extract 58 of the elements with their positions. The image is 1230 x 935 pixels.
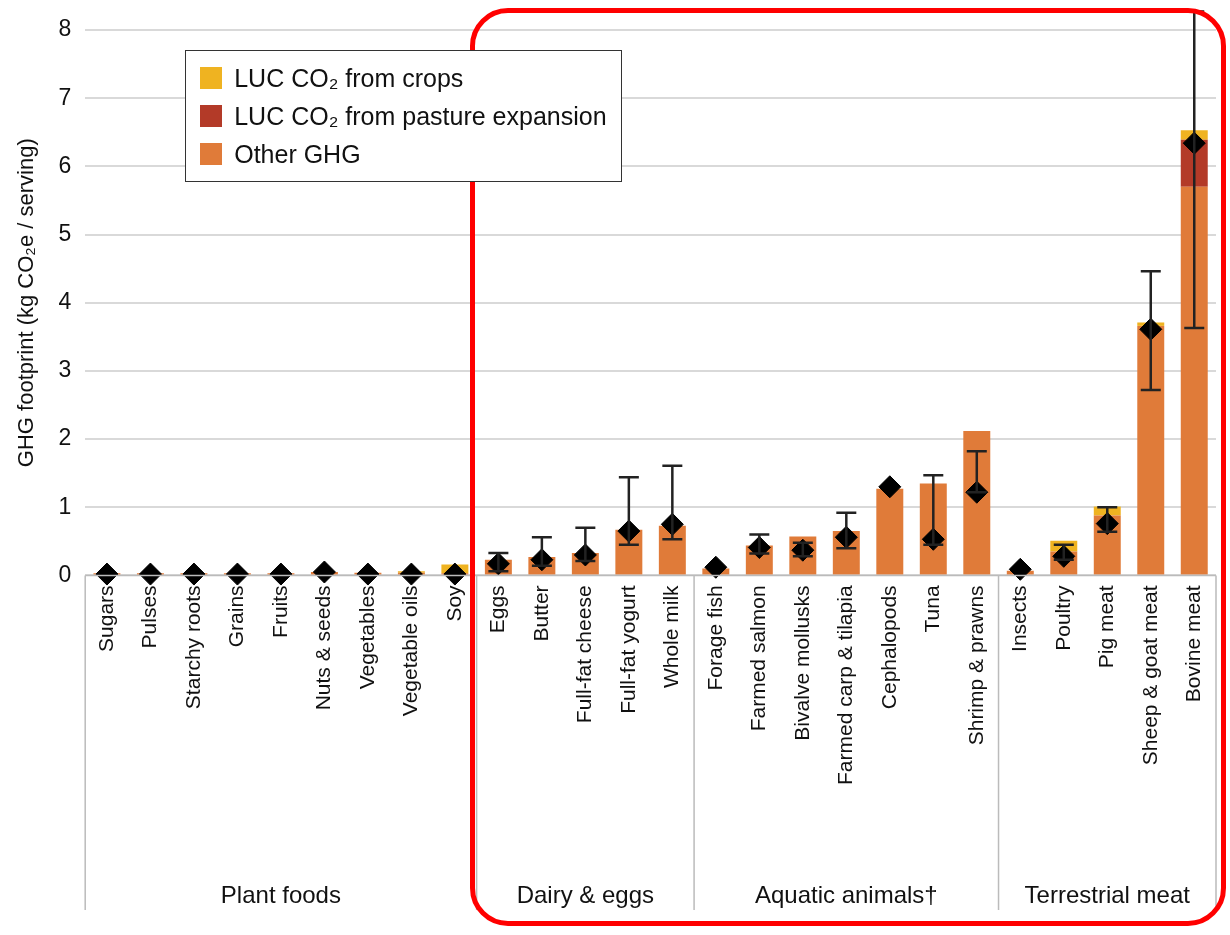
y-tick-label: 0 (58, 560, 72, 587)
point (138, 562, 162, 586)
point (443, 562, 467, 586)
y-tick-label: 2 (58, 424, 72, 451)
x-tick-label: Pig meat (1094, 585, 1118, 669)
x-tick-label: Farmed carp & tilapia (833, 585, 857, 786)
x-tick-label: Sheep & goat meat (1137, 585, 1161, 766)
text: Dairy & eggs (516, 881, 655, 908)
x-tick-label: Cephalopods (876, 585, 900, 710)
y-tick-label: 1 (58, 492, 72, 519)
x-tick-label: Full-fat cheese (572, 585, 596, 724)
y-axis-title: GHG footprint (kg CO₂e / serving) (13, 138, 39, 468)
x-tick-label: Vegetable oils (398, 585, 422, 717)
x-tick-label: Eggs (485, 585, 509, 634)
y-tick-label: 5 (58, 219, 72, 246)
x-tick-label: Tuna (920, 585, 944, 633)
bar (876, 488, 904, 575)
point (704, 555, 728, 579)
point (399, 562, 423, 586)
y-tick-label: 8 (58, 15, 72, 42)
text: Terrestrial meat (1024, 881, 1191, 908)
text: Plant foods (220, 881, 341, 908)
x-tick-label: Poultry (1050, 584, 1074, 651)
bar (1180, 186, 1208, 575)
x-tick-label: Nuts & seeds (311, 585, 335, 711)
legend-label: Other GHG (234, 139, 361, 169)
text: Aquatic animals† (754, 881, 938, 908)
x-tick-label: Pulses (137, 585, 161, 649)
x-tick-label: Grains (224, 585, 248, 648)
y-tick-label: 3 (58, 356, 72, 383)
point (1008, 557, 1032, 581)
point (225, 562, 249, 586)
point (878, 475, 902, 499)
point (95, 562, 119, 586)
x-tick-label: Soy (441, 584, 465, 622)
legend-label: LUC CO₂ from crops (234, 63, 464, 93)
x-tick-label: Butter (528, 585, 552, 642)
point (312, 560, 336, 584)
x-tick-label: Insects (1007, 585, 1031, 652)
x-tick-label: Starchy roots (180, 585, 204, 710)
x-tick-label: Farmed salmon (746, 585, 770, 732)
point (269, 562, 293, 586)
x-tick-label: Vegetables (354, 585, 378, 690)
y-tick-label: 4 (58, 288, 72, 315)
x-tick-label: Forage fish (702, 585, 726, 691)
x-tick-label: Bovine meat (1181, 585, 1205, 703)
point (356, 562, 380, 586)
point (182, 562, 206, 586)
y-tick-label: 6 (58, 151, 72, 178)
x-tick-label: Whole milk (659, 584, 683, 689)
x-tick-label: Fruits (267, 585, 291, 638)
x-tick-label: Sugars (93, 585, 117, 652)
legend-label: LUC CO₂ from pasture expansion (234, 101, 607, 131)
x-tick-label: Full-fat yogurt (615, 585, 639, 714)
bar (1137, 325, 1165, 575)
y-tick-label: 7 (58, 83, 72, 110)
x-tick-label: Shrimp & prawns (963, 585, 987, 746)
x-tick-label: Bivalve mollusks (789, 585, 813, 741)
